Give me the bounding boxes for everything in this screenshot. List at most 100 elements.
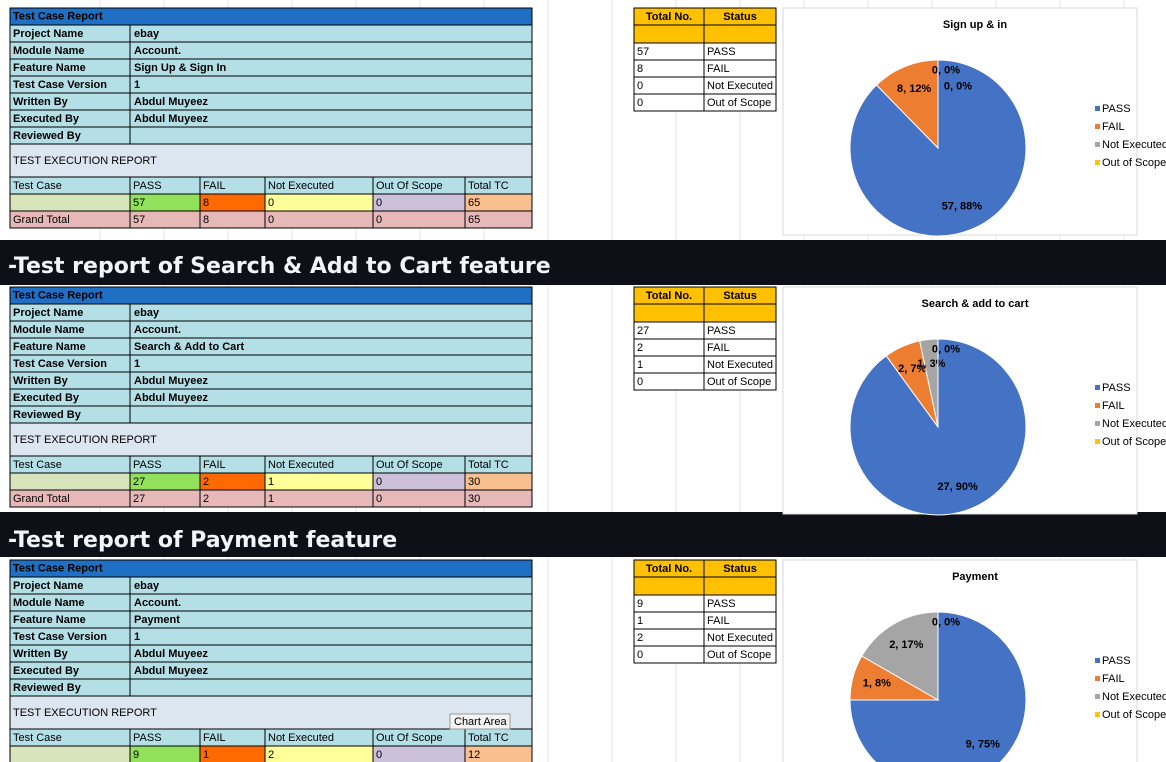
count-cell	[264, 472, 374, 491]
field-value: Account.	[134, 45, 181, 57]
count-value: 12	[468, 749, 480, 761]
field-value-cell	[129, 593, 533, 612]
count-value: 0	[376, 476, 382, 488]
count-value: 30	[468, 476, 480, 488]
summary-cell	[633, 76, 705, 95]
field-label: Test Case Version	[13, 79, 107, 91]
summary-cell	[633, 338, 705, 357]
legend-label: PASS	[1102, 103, 1131, 115]
field-value: Abdul Muyeez	[134, 392, 208, 404]
pie-data-label: 2, 7%	[898, 363, 926, 375]
summary-status: PASS	[707, 325, 736, 337]
summary-header: Status	[723, 11, 757, 23]
summary-status: FAIL	[707, 615, 730, 627]
grand-total-cell	[372, 489, 466, 508]
summary-count: 0	[637, 80, 643, 92]
count-value: 2	[268, 749, 274, 761]
summary-count: 8	[637, 63, 643, 75]
summary-blank-cell	[633, 24, 705, 44]
field-label: Reviewed By	[13, 409, 82, 421]
field-label: Written By	[13, 96, 69, 108]
column-header: Out Of Scope	[376, 180, 443, 192]
pie-data-label: 0, 0%	[932, 616, 960, 628]
summary-status: FAIL	[707, 63, 730, 75]
column-header: Total TC	[468, 180, 509, 192]
summary-blank-cell	[633, 303, 705, 323]
summary-blank-cell	[703, 576, 777, 596]
summary-status: Out of Scope	[707, 97, 771, 109]
grand-total-value: 8	[203, 214, 209, 226]
pie-data-label: 8, 12%	[897, 83, 931, 95]
count-cell	[372, 193, 466, 212]
field-value-cell	[129, 41, 533, 60]
field-value-cell	[129, 75, 533, 94]
field-value: 1	[134, 79, 140, 91]
summary-cell	[703, 93, 777, 112]
legend-swatch	[1095, 676, 1100, 681]
tooltip-box	[449, 713, 511, 730]
legend-swatch	[1095, 421, 1100, 426]
grand-total-value: 0	[268, 214, 274, 226]
count-value: 1	[268, 476, 274, 488]
field-value-cell	[129, 303, 533, 322]
summary-blank-cell	[633, 576, 705, 596]
grand-total-cell	[372, 210, 466, 229]
legend-label: Out of Scope	[1102, 157, 1166, 169]
pie-data-label: 1, 8%	[863, 678, 891, 690]
summary-cell	[633, 93, 705, 112]
count-value: 65	[468, 197, 480, 209]
column-header: Test Case	[13, 459, 62, 471]
legend-label: Not Executed	[1102, 418, 1166, 430]
field-label: Written By	[13, 375, 69, 387]
field-value-cell	[129, 24, 533, 43]
field-value: Abdul Muyeez	[134, 113, 208, 125]
grand-total-value: 57	[133, 214, 145, 226]
grand-total-cell	[199, 210, 266, 229]
summary-count: 1	[637, 359, 643, 371]
summary-status: Out of Scope	[707, 376, 771, 388]
summary-count: 0	[637, 376, 643, 388]
field-label: Project Name	[13, 580, 83, 592]
section-heading: -Test report of Search & Add to Cart fea…	[8, 254, 551, 279]
field-label: Feature Name	[13, 614, 86, 626]
summary-cell	[633, 355, 705, 374]
pie-data-label: 0, 0%	[932, 343, 960, 355]
count-value: 57	[133, 197, 145, 209]
field-label: Module Name	[13, 324, 85, 336]
grand-total-cell	[464, 489, 533, 508]
field-value: Payment	[134, 614, 180, 626]
pie-data-label: 2, 17%	[889, 639, 923, 651]
column-header: Total TC	[468, 732, 509, 744]
summary-status: Not Executed	[707, 632, 773, 644]
summary-count: 0	[637, 97, 643, 109]
pie-data-label: 27, 90%	[937, 481, 978, 493]
field-label: Executed By	[13, 392, 80, 404]
column-header: Test Case	[13, 180, 62, 192]
legend-label: Out of Scope	[1102, 436, 1166, 448]
count-cell	[9, 745, 131, 762]
grand-total-cell	[264, 210, 374, 229]
field-value-cell	[129, 405, 533, 424]
pie-data-label: 0, 0%	[944, 80, 972, 92]
exec-title-cell	[9, 695, 533, 730]
count-cell	[372, 472, 466, 491]
report-title: Test Case Report	[13, 10, 103, 22]
column-header: FAIL	[203, 459, 226, 471]
count-cell	[199, 193, 266, 212]
column-header: PASS	[133, 732, 162, 744]
count-value: 2	[203, 476, 209, 488]
field-label: Test Case Version	[13, 631, 107, 643]
summary-status: PASS	[707, 46, 736, 58]
pie-data-label: 9, 75%	[966, 739, 1000, 751]
grand-total-label: Grand Total	[13, 493, 70, 505]
count-cell	[372, 745, 466, 762]
legend-label: Not Executed	[1102, 691, 1166, 703]
column-header: Not Executed	[268, 732, 334, 744]
report-title: Test Case Report	[13, 562, 103, 574]
summary-count: 1	[637, 615, 643, 627]
field-label: Project Name	[13, 307, 83, 319]
column-header: PASS	[133, 459, 162, 471]
field-label: Module Name	[13, 597, 85, 609]
summary-status: Not Executed	[707, 80, 773, 92]
